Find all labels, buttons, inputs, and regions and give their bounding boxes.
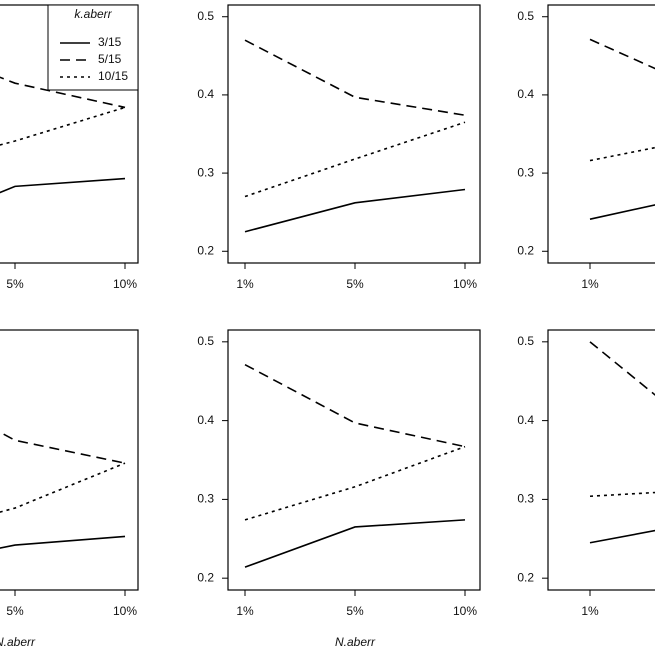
legend-box (47, 4, 139, 91)
plot-frame (227, 4, 481, 264)
x-tick-label: 10% (453, 604, 477, 618)
series-line (244, 445, 466, 521)
y-tick-label: 0.3 (517, 165, 534, 179)
series-line (0, 177, 126, 194)
series-line (0, 535, 126, 549)
series-line (0, 462, 126, 513)
y-tick-label: 0.5 (197, 334, 214, 348)
x-tick-label: 1% (581, 604, 599, 618)
y-tick-label: 0.4 (517, 87, 534, 101)
y-tick-label: 0.4 (197, 87, 214, 101)
series-line (244, 121, 466, 198)
x-tick-label: 1% (236, 604, 254, 618)
y-tick-label: 0.2 (517, 570, 534, 584)
series-line (589, 529, 655, 544)
series-line (0, 106, 126, 146)
series-line (589, 491, 655, 498)
plot-frame (227, 329, 481, 591)
series-line (589, 38, 655, 70)
y-tick-label: 0.2 (197, 243, 214, 257)
plot-frame (547, 4, 655, 264)
legend-label: 10/15 (98, 69, 128, 83)
plot-frame (547, 329, 655, 591)
y-tick-label: 0.2 (517, 243, 534, 257)
legend-title: k.aberr (74, 7, 112, 21)
series-line (589, 204, 655, 220)
plot-frame (0, 4, 139, 264)
series-line (244, 363, 466, 448)
x-tick-label: 10% (113, 604, 137, 618)
x-tick-label: 10% (453, 277, 477, 291)
y-tick-label: 0.2 (197, 570, 214, 584)
plot-frame (0, 329, 139, 591)
x-tick-label: 5% (6, 277, 24, 291)
x-axis-label: N.aberr (0, 635, 36, 649)
series-line (589, 341, 655, 396)
y-tick-label: 0.4 (197, 413, 214, 427)
x-tick-label: 5% (346, 277, 364, 291)
x-tick-label: 1% (236, 277, 254, 291)
x-axis-label: N.aberr (335, 635, 376, 649)
y-tick-label: 0.5 (517, 9, 534, 23)
series-line (244, 39, 466, 117)
y-tick-label: 0.4 (517, 413, 534, 427)
x-tick-label: 5% (6, 604, 24, 618)
legend-label: 5/15 (98, 52, 122, 66)
x-tick-label: 10% (113, 277, 137, 291)
y-tick-label: 0.5 (197, 9, 214, 23)
series-line (244, 519, 466, 568)
y-tick-label: 0.3 (197, 492, 214, 506)
x-tick-label: 1% (581, 277, 599, 291)
y-tick-label: 0.3 (517, 492, 534, 506)
x-tick-label: 5% (346, 604, 364, 618)
y-tick-label: 0.5 (517, 334, 534, 348)
series-line (0, 76, 126, 109)
series-line (589, 146, 655, 162)
series-line (244, 188, 466, 233)
legend-label: 3/15 (98, 35, 122, 49)
y-tick-label: 0.3 (197, 165, 214, 179)
series-line (0, 431, 126, 464)
